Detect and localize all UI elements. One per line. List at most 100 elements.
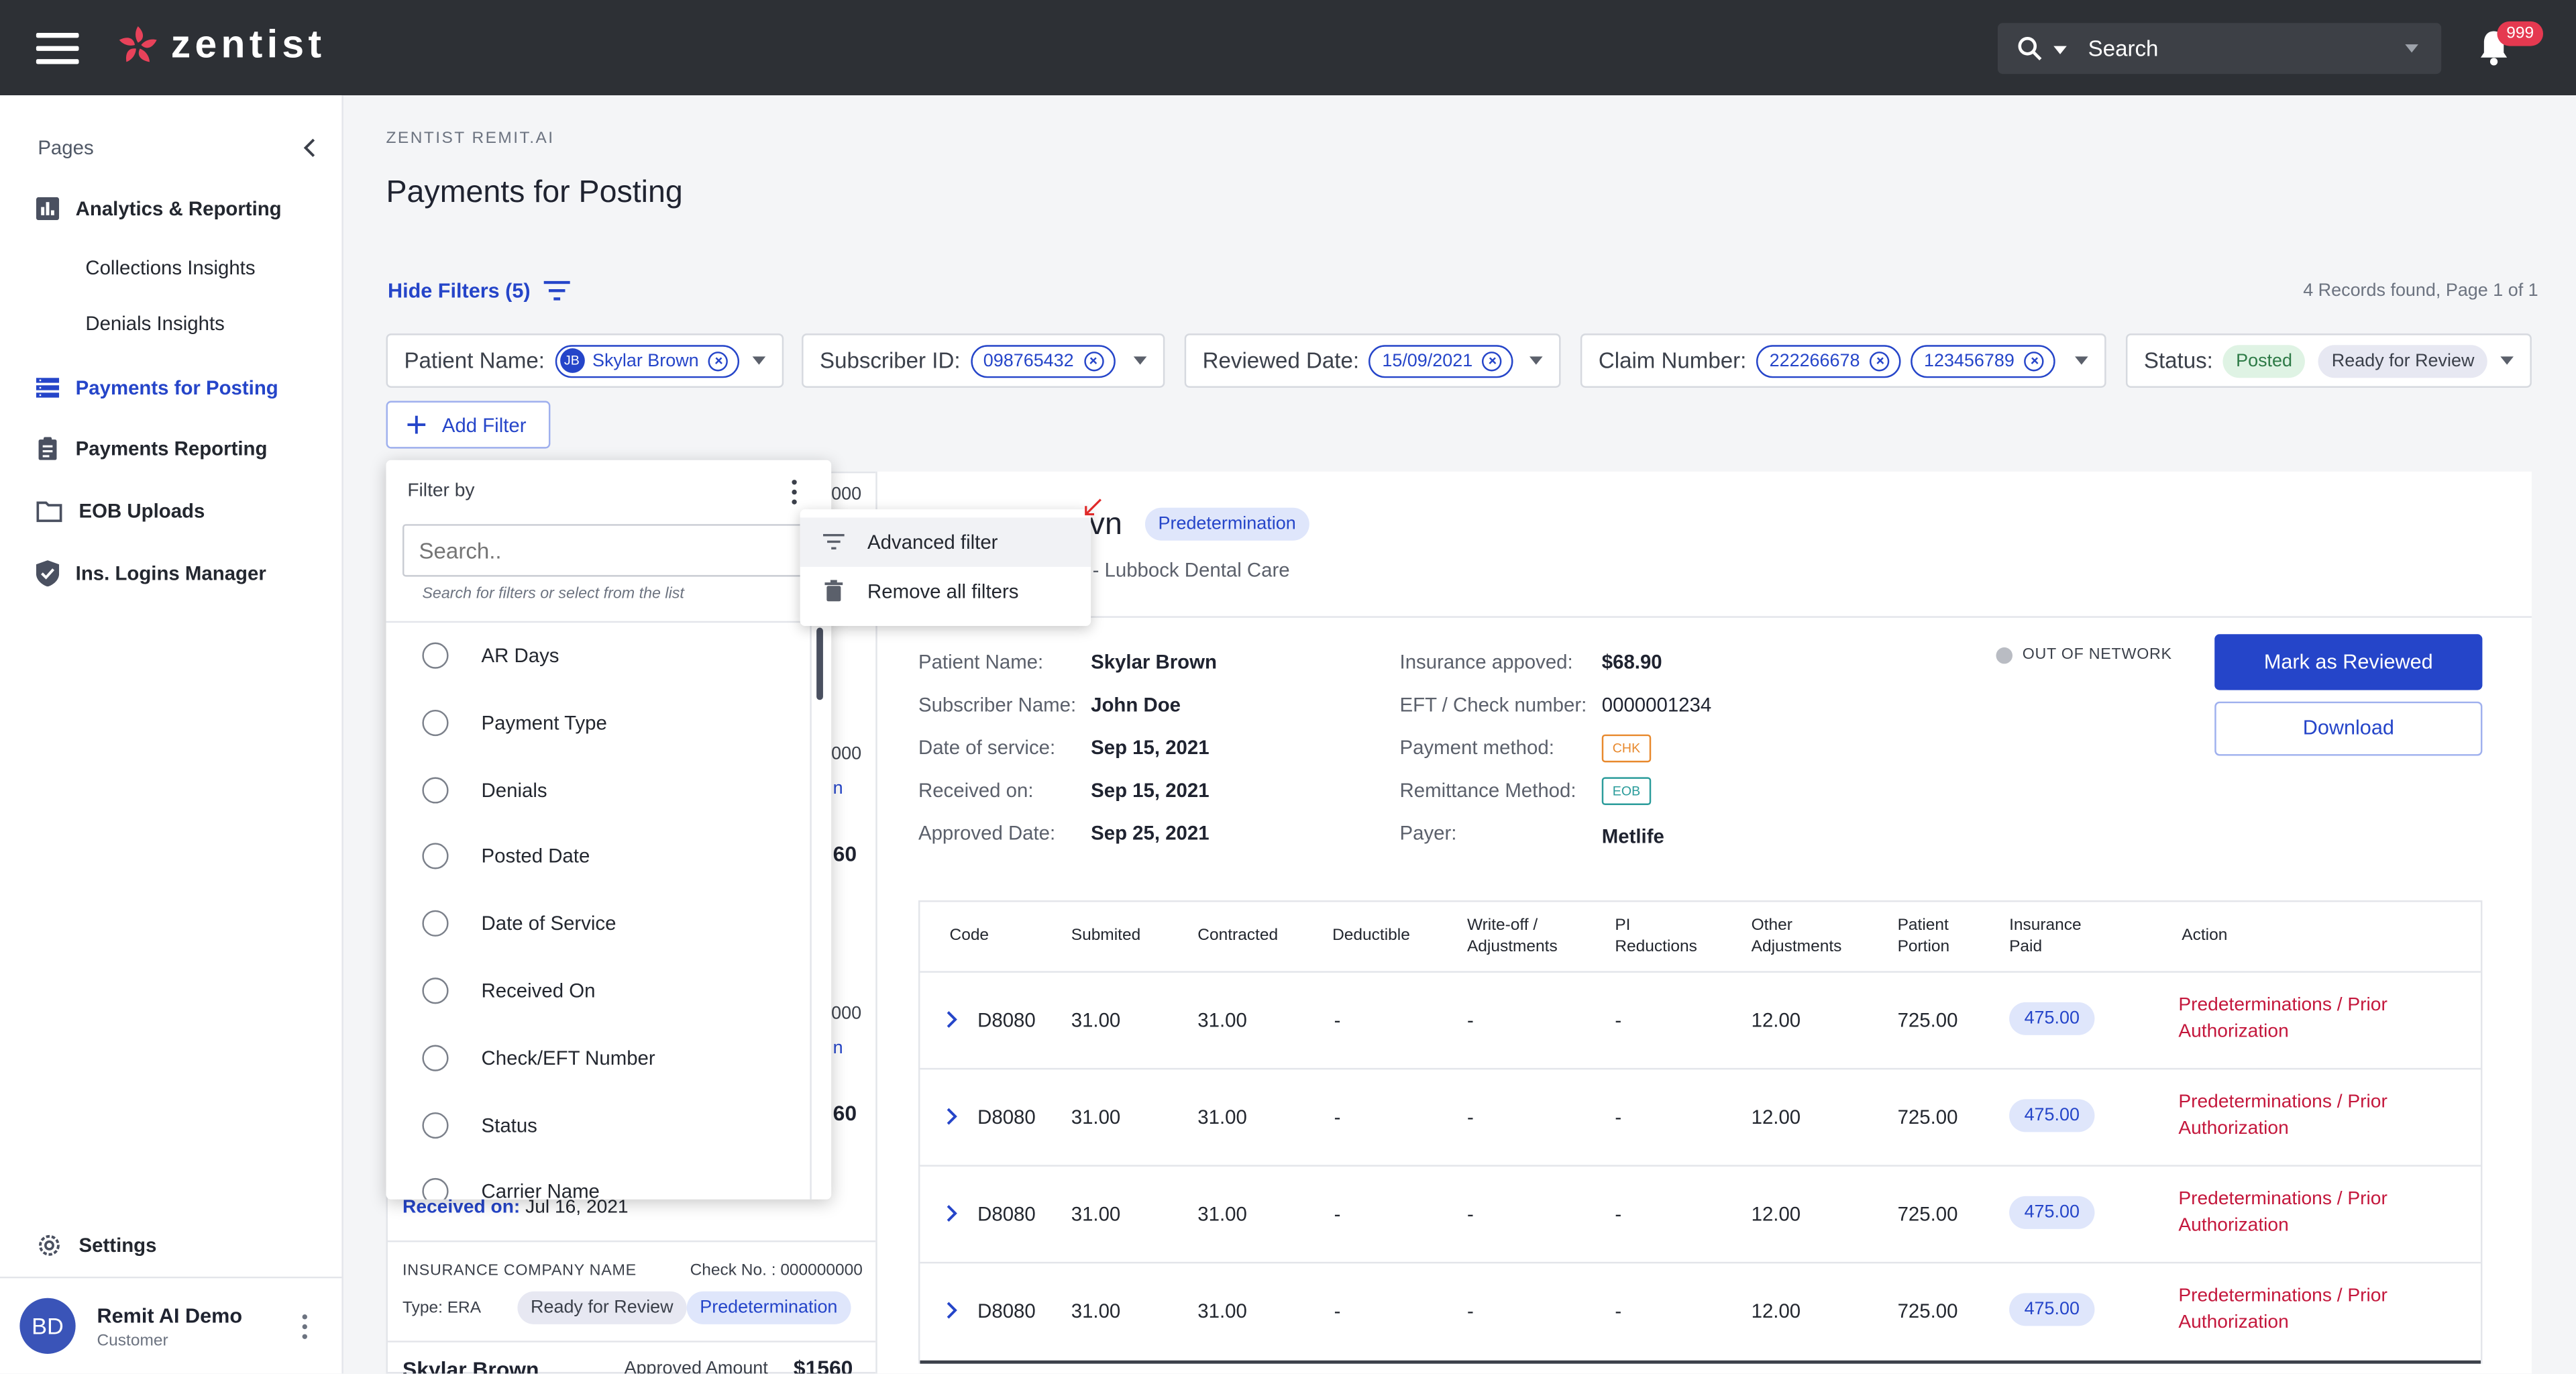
search-dropdown-caret-icon[interactable] — [2405, 44, 2418, 53]
filter-status[interactable]: Status: Posted Ready for Review — [2125, 333, 2532, 388]
menu-item-advanced-filter[interactable]: Advanced filter — [800, 517, 1091, 567]
filter-chip[interactable]: 15/09/2021 — [1368, 344, 1514, 378]
search-scope-caret-icon[interactable] — [2053, 46, 2067, 54]
chevron-down-icon[interactable] — [2075, 356, 2088, 365]
chip-remove-icon[interactable] — [2024, 350, 2044, 371]
radio-icon[interactable] — [422, 1112, 449, 1139]
hamburger-menu-icon[interactable] — [36, 30, 80, 66]
filter-option-date-of-service[interactable]: Date of Service — [386, 890, 810, 957]
filter-patient-name[interactable]: Patient Name: JB Skylar Brown — [386, 333, 784, 388]
sidebar-item-payments-reporting[interactable]: Payments Reporting — [36, 437, 267, 460]
menu-item-remove-all-filters[interactable]: Remove all filters — [800, 567, 1091, 616]
date-of-service-value: Sep 15, 2021 — [1091, 736, 1210, 759]
radio-icon[interactable] — [422, 642, 449, 669]
list-divider — [386, 1240, 876, 1243]
radio-icon[interactable] — [422, 709, 449, 737]
filter-reviewed-date[interactable]: Reviewed Date: 15/09/2021 — [1184, 333, 1561, 388]
table-row[interactable]: D8080 31.00 31.00 - - - 12.00 725.00 475… — [920, 1165, 2481, 1261]
filter-lines-icon — [543, 280, 570, 301]
brand-name: zentist — [170, 23, 326, 68]
filter-chip[interactable]: 098765432 — [970, 344, 1115, 378]
filter-option-carrier-name[interactable]: Carrier Name — [386, 1159, 810, 1200]
expand-chevron-right-icon[interactable] — [945, 1302, 958, 1320]
mark-as-reviewed-button[interactable]: Mark as Reviewed — [2214, 634, 2483, 690]
filter-claim-number[interactable]: Claim Number: 222266678 123456789 — [1580, 333, 2106, 388]
filter-option-posted-date[interactable]: Posted Date — [386, 823, 810, 890]
user-name: Remit AI Demo — [97, 1304, 243, 1328]
table-row[interactable]: D8080 31.00 31.00 - - - 12.00 725.00 475… — [920, 971, 2481, 1067]
cell-contracted: 31.00 — [1197, 1106, 1247, 1129]
sidebar-item-collections-insights[interactable]: Collections Insights — [85, 256, 256, 280]
hide-filters-toggle[interactable]: Hide Filters (5) — [388, 279, 570, 303]
filter-option-status[interactable]: Status — [386, 1093, 810, 1160]
table-bottom-border — [920, 1360, 2481, 1364]
cell-action[interactable]: Predeterminations / Prior Authorization — [2178, 996, 2387, 1042]
cell-pi-reductions: - — [1615, 1202, 1622, 1226]
cell-action[interactable]: Predeterminations / Prior Authorization — [2178, 1190, 2387, 1236]
sidebar-item-denials-insights[interactable]: Denials Insights — [85, 312, 225, 335]
sidebar-item-ins-logins-manager[interactable]: Ins. Logins Manager — [36, 560, 266, 587]
list-card-fragment: 000 — [831, 744, 862, 764]
filter-label: Subscriber ID: — [820, 348, 961, 373]
chip-remove-icon[interactable] — [1482, 350, 1503, 371]
chip-remove-icon[interactable] — [1083, 350, 1104, 371]
filter-search-input[interactable] — [402, 524, 814, 577]
expand-chevron-right-icon[interactable] — [945, 1010, 958, 1028]
chevron-down-icon[interactable] — [1133, 356, 1147, 365]
sidebar-item-eob-uploads[interactable]: EOB Uploads — [36, 499, 205, 523]
filter-option-received-on[interactable]: Received On — [386, 958, 810, 1025]
avatar[interactable]: BD — [19, 1298, 76, 1354]
collapse-chevron-left-icon[interactable] — [303, 138, 319, 158]
scrollbar-thumb[interactable] — [816, 627, 823, 700]
records-count: 4 Records found, Page 1 of 1 — [2303, 280, 2538, 301]
radio-icon[interactable] — [422, 1045, 449, 1071]
sidebar-item-label: Payments for Posting — [75, 376, 278, 400]
add-filter-button[interactable]: Add Filter — [386, 401, 551, 449]
cell-action[interactable]: Predeterminations / Prior Authorization — [2178, 1092, 2387, 1139]
payer-value: Metlife — [1601, 825, 1664, 848]
cell-patient-portion: 725.00 — [1897, 1008, 1958, 1032]
filter-chip[interactable]: 123456789 — [1911, 344, 2056, 378]
filter-subscriber-id[interactable]: Subscriber ID: 098765432 — [802, 333, 1165, 388]
radio-icon[interactable] — [422, 777, 449, 804]
user-menu-kebab-icon[interactable] — [302, 1314, 307, 1339]
global-search[interactable]: Search — [1997, 23, 2442, 74]
dropdown-kebab-icon[interactable] — [792, 480, 797, 505]
cell-action[interactable]: Predeterminations / Prior Authorization — [2178, 1286, 2387, 1333]
page-title: Payments for Posting — [386, 176, 683, 211]
sidebar-item-settings[interactable]: Settings — [36, 1232, 156, 1259]
status-pill-ready-for-review[interactable]: Ready for Review — [2318, 344, 2488, 378]
approved-amount: $1560 — [793, 1355, 853, 1374]
download-button[interactable]: Download — [2214, 701, 2483, 756]
filter-chip[interactable]: JB Skylar Brown — [554, 344, 740, 378]
radio-icon[interactable] — [422, 1177, 449, 1200]
chip-remove-icon[interactable] — [708, 350, 729, 371]
detail-divider — [875, 616, 2532, 618]
sidebar-item-label: Ins. Logins Manager — [75, 562, 266, 585]
filter-chip[interactable]: 222266678 — [1756, 344, 1901, 378]
expand-chevron-right-icon[interactable] — [945, 1108, 958, 1126]
filter-option-payment-type[interactable]: Payment Type — [386, 690, 810, 757]
chevron-down-icon[interactable] — [2500, 356, 2514, 365]
radio-icon[interactable] — [422, 910, 449, 937]
sidebar-item-analytics-reporting[interactable]: Analytics & Reporting — [36, 197, 282, 221]
status-pill-posted[interactable]: Posted — [2222, 344, 2306, 378]
chevron-down-icon[interactable] — [1529, 356, 1543, 365]
expand-chevron-right-icon[interactable] — [945, 1204, 958, 1222]
chip-remove-icon[interactable] — [1870, 350, 1890, 371]
table-row[interactable]: D8080 31.00 31.00 - - - 12.00 725.00 475… — [920, 1067, 2481, 1165]
sidebar-item-payments-for-posting[interactable]: Payments for Posting — [36, 376, 278, 399]
radio-icon[interactable] — [422, 977, 449, 1004]
detail-title: vn — [1089, 507, 1122, 543]
filter-option-denials[interactable]: Denials — [386, 757, 810, 825]
radio-icon[interactable] — [422, 843, 449, 869]
filter-option-ar-days[interactable]: AR Days — [386, 623, 810, 690]
table-row[interactable]: D8080 31.00 31.00 - - - 12.00 725.00 475… — [920, 1261, 2481, 1359]
chevron-down-icon[interactable] — [752, 356, 766, 365]
cell-code: D8080 — [977, 1106, 1036, 1129]
filter-option-check-eft-number[interactable]: Check/EFT Number — [386, 1025, 810, 1092]
chip-label: 123456789 — [1923, 350, 2015, 371]
column-header: Action — [2182, 927, 2228, 945]
field-label: EFT / Check number: — [1399, 693, 1587, 717]
